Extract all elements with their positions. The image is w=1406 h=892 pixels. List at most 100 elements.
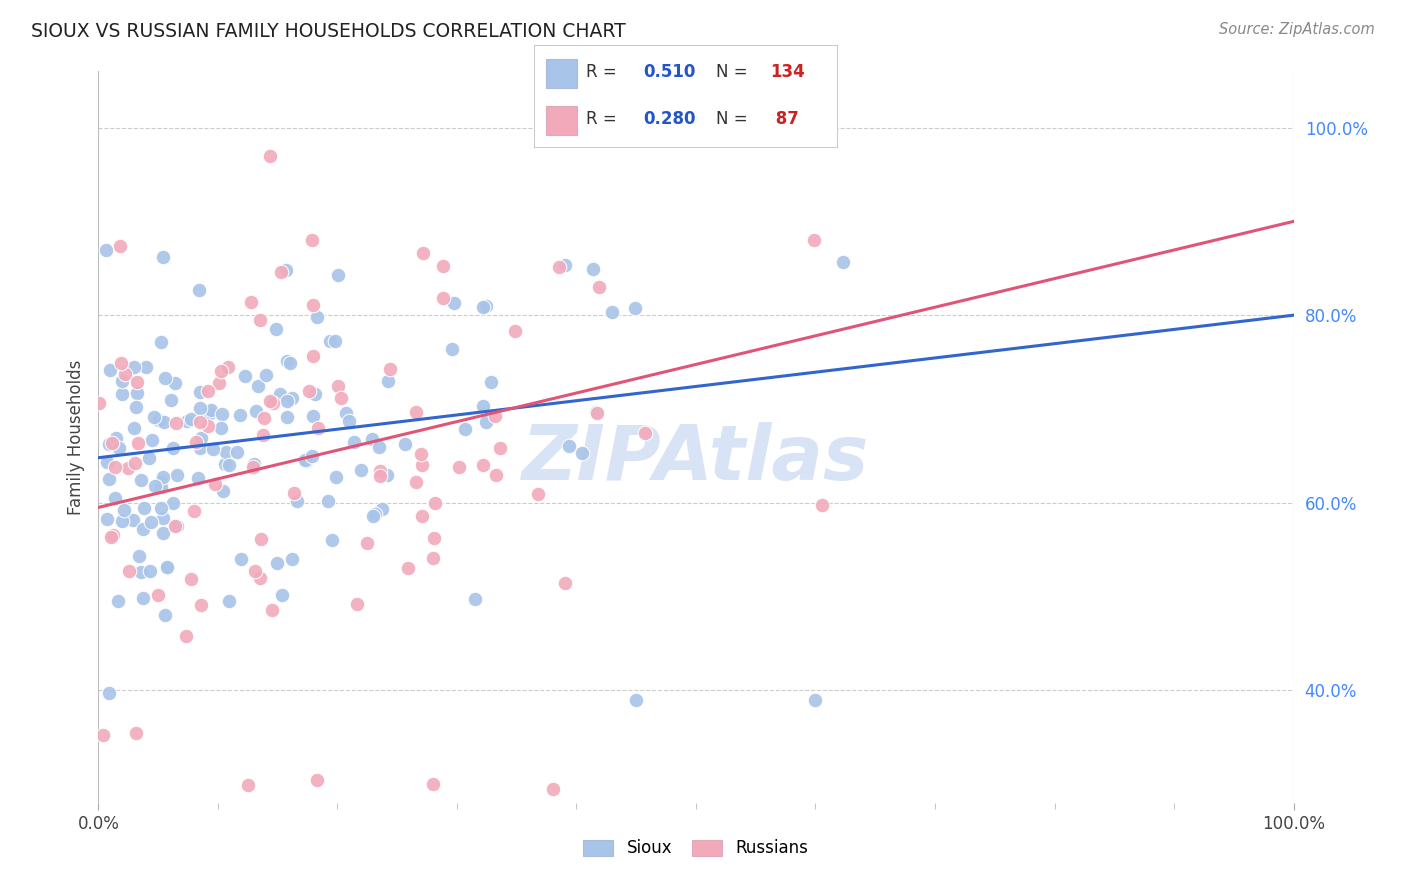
Point [97, 686, 120, 700]
Point [432, 260, 454, 274]
Point [301, 297, 323, 311]
Point [127, 436, 149, 450]
Point [174, 629, 197, 643]
Point [153, 371, 176, 385]
Point [246, 378, 269, 392]
Point [586, 406, 609, 420]
Point [149, 475, 172, 489]
Point [307, 772, 329, 787]
Point [803, 232, 825, 246]
Point [111, 387, 134, 401]
Point [110, 356, 132, 370]
Point [624, 301, 647, 315]
Point [323, 334, 346, 349]
Point [165, 416, 187, 430]
Point [127, 386, 149, 401]
Point [162, 442, 184, 456]
Point [335, 406, 357, 420]
Text: N =: N = [716, 63, 747, 81]
Point [217, 359, 239, 374]
Point [356, 536, 378, 550]
Text: ZIPAtlas: ZIPAtlas [522, 422, 870, 496]
Point [361, 433, 384, 447]
Point [425, 496, 447, 510]
Point [554, 575, 576, 590]
Point [276, 353, 298, 368]
Point [281, 392, 304, 406]
Point [321, 533, 343, 547]
Point [231, 551, 253, 566]
Point [91, 728, 114, 742]
Point [184, 435, 207, 450]
Point [101, 528, 124, 542]
Point [233, 369, 256, 384]
Point [162, 496, 184, 510]
Point [188, 385, 211, 400]
Point [503, 325, 526, 339]
Point [114, 367, 136, 381]
Point [316, 494, 339, 508]
Point [254, 368, 277, 382]
Point [422, 531, 444, 545]
Point [582, 261, 605, 276]
Point [211, 407, 233, 421]
Point [475, 415, 498, 429]
Point [135, 359, 157, 374]
Point [554, 258, 576, 272]
Point [411, 447, 433, 461]
Point [377, 374, 399, 388]
Point [475, 299, 498, 313]
Bar [547, 59, 576, 87]
Point [166, 518, 188, 533]
Point [548, 260, 571, 274]
Point [558, 439, 581, 453]
Point [188, 283, 211, 297]
Text: 0.510: 0.510 [643, 63, 696, 81]
Point [371, 502, 394, 516]
Point [411, 458, 433, 472]
Point [152, 526, 174, 541]
Point [124, 359, 146, 374]
Text: SIOUX VS RUSSIAN FAMILY HOUSEHOLDS CORRELATION CHART: SIOUX VS RUSSIAN FAMILY HOUSEHOLDS CORRE… [31, 22, 626, 41]
Point [250, 532, 273, 546]
Point [153, 607, 176, 622]
Point [304, 387, 326, 401]
Point [198, 406, 221, 420]
Point [634, 426, 657, 441]
Point [128, 549, 150, 564]
Point [422, 550, 444, 565]
Point [239, 295, 262, 310]
Point [443, 296, 465, 310]
Point [301, 449, 323, 463]
Point [588, 280, 610, 294]
Point [156, 560, 179, 574]
Point [368, 440, 391, 454]
Point [326, 268, 349, 282]
Point [207, 376, 229, 390]
Point [152, 415, 174, 429]
Point [278, 356, 301, 370]
Point [98, 362, 121, 376]
Point [152, 511, 174, 525]
Point [107, 594, 129, 608]
Point [132, 501, 155, 516]
Text: 0.280: 0.280 [643, 111, 696, 128]
Point [125, 400, 148, 414]
Point [405, 405, 427, 419]
Point [350, 463, 373, 477]
Point [166, 467, 188, 482]
Point [132, 591, 155, 606]
Point [488, 441, 510, 455]
Point [472, 399, 495, 413]
Point [394, 437, 416, 451]
Point [471, 458, 494, 472]
Point [412, 245, 434, 260]
Text: Source: ZipAtlas.com: Source: ZipAtlas.com [1219, 22, 1375, 37]
Point [305, 310, 328, 325]
Y-axis label: Family Households: Family Households [66, 359, 84, 515]
Point [225, 444, 247, 458]
Point [464, 591, 486, 606]
Point [308, 420, 330, 434]
Point [96, 455, 118, 469]
Point [565, 856, 588, 871]
